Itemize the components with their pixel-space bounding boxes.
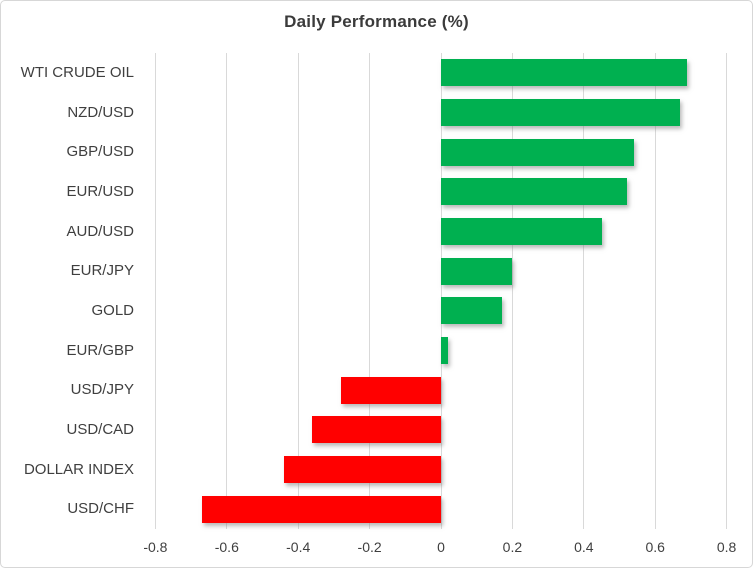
bar-gbp-usd — [441, 138, 634, 166]
category-label-aud-usd: AUD/USD — [66, 222, 134, 240]
category-label-gold: GOLD — [91, 302, 134, 319]
category-label-usd-cad: USD/CAD — [66, 421, 134, 438]
gridline — [369, 53, 371, 529]
bar-dollar-index — [283, 456, 441, 483]
category-label-eur-gbp: EUR/GBP — [66, 341, 134, 359]
gridline — [154, 53, 156, 529]
bar-eur-gbp — [441, 337, 449, 364]
x-tick-label-0p2: 0.2 — [502, 539, 523, 555]
gridline — [297, 53, 299, 529]
category-label-eur-jpy: EUR/JPY — [70, 262, 134, 280]
bar-usd-cad — [312, 416, 441, 444]
x-tick-label-0: 0 — [437, 539, 445, 555]
category-label-nzd-usd: NZD/USD — [67, 103, 134, 121]
bar-usd-chf — [201, 495, 441, 523]
gridline — [654, 53, 656, 529]
gridline — [726, 53, 728, 529]
x-tick-label-neg0p2: -0.2 — [357, 539, 382, 555]
x-tick-label-neg0p6: -0.6 — [214, 539, 239, 555]
bar-nzd-usd — [441, 99, 681, 126]
x-tick-label-neg0p8: -0.8 — [143, 539, 168, 555]
x-tick-label-neg0p4: -0.4 — [286, 539, 311, 555]
bar-eur-usd — [441, 178, 627, 206]
gridline — [511, 53, 513, 529]
category-label-wti-crude-oil: WTI CRUDE OIL — [20, 64, 134, 81]
category-label-gbp-usd: GBP/USD — [66, 143, 134, 161]
category-label-dollar-index: DOLLAR INDEX — [23, 460, 134, 478]
x-tick-label-0p4: 0.4 — [574, 539, 594, 555]
zero-axis-line — [440, 53, 442, 529]
gridline — [226, 53, 228, 529]
x-tick-label-0p6: 0.6 — [645, 539, 665, 555]
chart-title: Daily Performance (%) — [284, 12, 469, 31]
bar-usd-jpy — [341, 376, 441, 404]
category-label-usd-chf: USD/CHF — [67, 500, 134, 518]
category-label-eur-usd: EUR/USD — [66, 183, 134, 200]
bar-eur-jpy — [441, 257, 513, 285]
gridline — [583, 53, 585, 529]
category-label-usd-jpy: USD/JPY — [70, 381, 134, 399]
bar-gold — [441, 297, 502, 325]
x-tick-label-0p8: 0.8 — [716, 539, 737, 555]
bar-aud-usd — [441, 218, 602, 245]
bar-wti-crude-oil — [441, 59, 688, 87]
